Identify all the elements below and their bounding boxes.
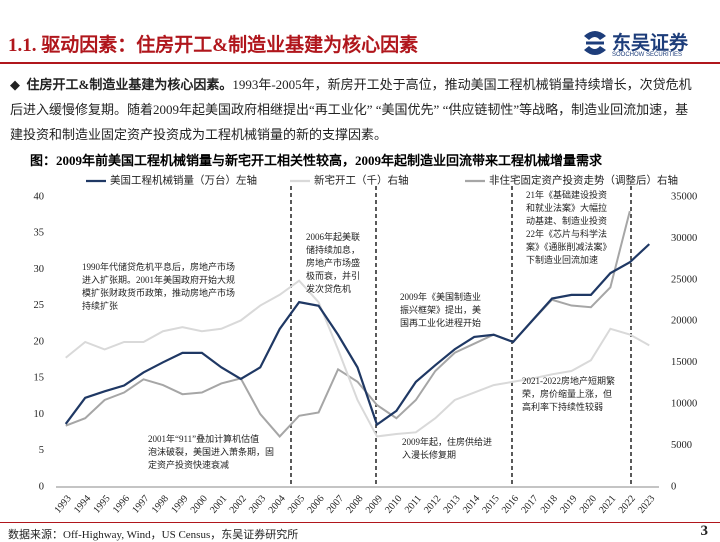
annotation: 2006年起美联	[306, 231, 360, 242]
source: 数据来源：Off-Highway, Wind，US Census，东吴证券研究所	[8, 529, 299, 541]
annotation: 22年《芯片与科学法	[526, 228, 607, 239]
y-tick-label: 25	[34, 300, 45, 311]
series-line	[64, 243, 651, 427]
y-tick-label: 0	[39, 481, 44, 492]
annotation: 储持续加息，	[306, 244, 360, 255]
logo-icon	[584, 31, 606, 55]
footer: 数据来源：Off-Highway, Wind，US Census，东吴证券研究所…	[0, 522, 720, 541]
x-tick-label: 1998	[150, 493, 171, 515]
annotation: 案》《通胀削减法案》	[526, 241, 612, 252]
y2-tick-label: 20000	[671, 316, 697, 327]
x-tick-label: 1993	[53, 493, 74, 515]
x-tick-label: 2009	[364, 493, 385, 515]
annotation: 定资产投资快速衰减	[148, 459, 229, 470]
annotation: 入漫长修复期	[402, 449, 456, 460]
y-tick-label: 40	[34, 191, 45, 202]
y2-tick-label: 10000	[671, 399, 697, 410]
annotation: 高利率下持续性较弱	[522, 401, 603, 412]
x-tick-label: 1995	[91, 493, 112, 515]
x-tick-label: 2005	[286, 493, 307, 515]
x-tick-label: 1999	[169, 493, 190, 515]
x-tick-label: 1994	[72, 493, 93, 515]
y-tick-label: 15	[34, 373, 45, 384]
x-tick-label: 2012	[422, 493, 443, 515]
annotation: 下制造业回流加速	[526, 254, 598, 265]
chart: 0 5 10 15 20 25 30 35 40 0 5000 10000 15000 20000 2500…	[34, 173, 698, 515]
annotation: 2009年《美国制造业	[400, 291, 481, 302]
x-tick-label: 1996	[111, 493, 132, 515]
legend-label: 新宅开工（千）右轴	[314, 173, 409, 186]
y2-tick-label: 0	[671, 481, 676, 492]
header-rule	[0, 62, 720, 64]
annotation: 1990年代储贷危机平息后，房地产市场	[82, 261, 235, 272]
x-tick-label: 2011	[403, 493, 424, 515]
figure-caption: 图：2009年前美国工程机械销量与新宅开工相关性较高，2009年起制造业回流带来…	[30, 153, 603, 168]
annotation: 2001年“911”叠加计算机估值	[148, 433, 259, 444]
y2-tick-label: 35000	[671, 191, 697, 202]
lead-text: 住房开工&制造业基建为核心因素。	[26, 77, 233, 92]
x-tick-label: 2018	[539, 493, 560, 515]
annotation: 和就业法案》大幅拉	[526, 202, 607, 213]
slide-title: 1.1. 驱动因素：住房开工&制造业基建为核心因素	[8, 35, 419, 56]
x-tick-label: 2008	[344, 493, 365, 515]
annotation: 动基建、制造业投资	[526, 215, 607, 226]
x-tick-label: 2001	[208, 493, 229, 515]
annotation: 2009年起，住房供给进	[402, 436, 492, 447]
body-text: 1993年-2005年，新房开工处于高位，推动美国工程机械销量持续增长，次贷危机…	[10, 77, 692, 142]
annotation: 极而衰，并引	[306, 270, 360, 281]
y-tick-label: 30	[34, 264, 45, 275]
x-tick-label: 2014	[461, 493, 482, 515]
y2-tick-label: 25000	[671, 274, 697, 285]
legend-label: 非住宅固定资产投资走势（调整后）右轴	[489, 173, 678, 186]
x-tick-label: 2020	[578, 493, 599, 515]
x-tick-label: 2016	[500, 493, 521, 515]
y-tick-label: 20	[34, 336, 45, 347]
annotation: 发次贷危机	[306, 283, 351, 294]
x-tick-label: 2023	[636, 493, 657, 515]
annotation: 房地产市场盛	[306, 257, 360, 268]
x-tick-label: 2003	[247, 493, 268, 515]
series-line	[65, 279, 650, 438]
x-tick-label: 2006	[305, 493, 326, 515]
annotation: 国再工业化进程开始	[400, 317, 481, 328]
x-tick-label: 2022	[617, 493, 638, 515]
x-tick-label: 2017	[519, 493, 540, 515]
y2-tick-label: 5000	[671, 440, 692, 451]
y-tick-label: 5	[39, 445, 44, 456]
annotation: 荣，房价缩量上涨，但	[522, 388, 612, 399]
annotation: 泡沫破裂，美国进入萧条期，固	[148, 446, 274, 457]
y2-tick-label: 30000	[671, 233, 697, 244]
y-tick-label: 35	[34, 228, 45, 239]
annotation: 2021-2022房地产短期繁	[522, 375, 615, 386]
logo-text: 东吴证券	[612, 32, 689, 54]
legend-label: 美国工程机械销量（万台）左轴	[110, 173, 257, 186]
x-tick-label: 2010	[383, 493, 404, 515]
x-tick-label: 1997	[130, 493, 151, 515]
y2-tick-label: 15000	[671, 357, 697, 368]
y-tick-label: 10	[34, 409, 45, 420]
x-tick-label: 2007	[325, 493, 346, 515]
annotation: 振兴框架》提出，美	[400, 304, 481, 315]
x-tick-label: 2004	[266, 493, 287, 515]
annotation: 进入扩张期。2001年美国政府开始大规	[82, 274, 235, 285]
paragraph: ◆ 住房开工&制造业基建为核心因素。1993年-2005年，新房开工处于高位，推…	[10, 72, 700, 147]
x-tick-label: 2021	[597, 493, 618, 515]
page-number: 3	[700, 523, 709, 539]
x-tick-label: 2000	[189, 493, 210, 515]
logo-subtext: SOOCHOW SECURITIES	[612, 52, 683, 58]
x-tick-label: 2013	[442, 493, 463, 515]
x-tick-label: 2002	[228, 493, 249, 515]
annotation: 21年《基础建设投资	[526, 189, 607, 200]
x-tick-label: 2015	[480, 493, 501, 515]
x-tick-label: 2019	[558, 493, 579, 515]
annotation: 持续扩张	[82, 300, 118, 311]
annotation: 模扩张财政货币政策，推动房地产市场	[82, 287, 235, 298]
bullet: ◆	[10, 77, 20, 92]
